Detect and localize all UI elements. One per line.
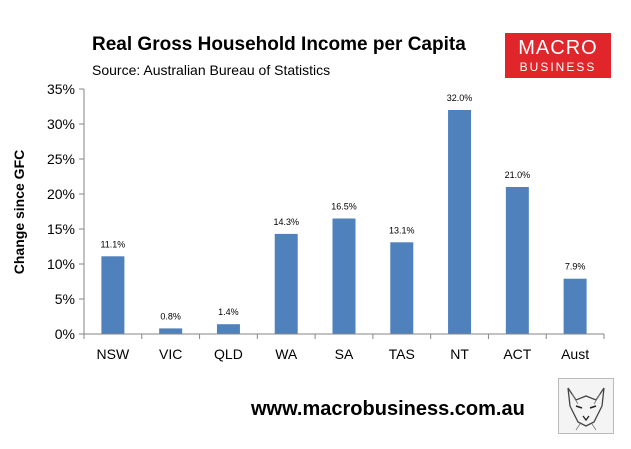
bar-sa (332, 218, 356, 334)
x-category-label: NT (450, 346, 469, 362)
y-tick-label: 0% (55, 326, 75, 342)
bar-act (505, 187, 529, 334)
y-axis-label: Change since GFC (11, 150, 27, 274)
data-label: 13.1% (389, 225, 415, 235)
data-label: 0.8% (160, 311, 181, 321)
website-url: www.macrobusiness.com.au (251, 398, 525, 420)
bar-tas (390, 242, 414, 334)
y-tick-label: 5% (55, 291, 75, 307)
y-tick-label: 30% (47, 116, 75, 132)
x-category-label: ACT (503, 346, 531, 362)
x-category-label: VIC (159, 346, 182, 362)
y-tick-label: 15% (47, 221, 75, 237)
y-axis: 0% 5% 10% 15% 20% 25% 30% 35% (47, 81, 85, 342)
bars: 11.1% 0.8% 1.4% 14.3% 16.5% 13.1% 32.0% 21.0% 7.… (100, 93, 587, 334)
bar-chart: 0% 5% 10% 15% 20% 25% 30% 35% 11.1% 0.8% 1.4% 14.3… (11, 81, 605, 362)
x-category-label: TAS (389, 346, 415, 362)
bar-nsw (101, 256, 125, 334)
logo-line-1: MACRO (518, 37, 598, 59)
bar-qld (216, 324, 240, 334)
x-category-label: QLD (214, 346, 243, 362)
logo-line-2: BUSINESS (519, 60, 597, 74)
data-label: 11.1% (100, 239, 125, 249)
bar-wa (274, 233, 298, 334)
chart-title: Real Gross Household Income per Capita (92, 34, 466, 55)
data-label: 7.9% (565, 262, 586, 272)
x-category-label: NSW (97, 346, 130, 362)
y-tick-label: 20% (47, 186, 75, 202)
data-label: 21.0% (505, 170, 531, 180)
y-tick-label: 10% (47, 256, 75, 272)
wolf-sketch-icon (558, 378, 614, 434)
y-tick-label: 25% (47, 151, 75, 167)
data-label: 1.4% (218, 307, 239, 317)
chart-source: Source: Australian Bureau of Statistics (92, 62, 331, 78)
data-label: 32.0% (447, 93, 473, 103)
bar-nt (448, 110, 472, 334)
macrobusiness-logo: MACRO BUSINESS (505, 33, 611, 78)
x-category-label: Aust (561, 346, 589, 362)
bar-aust (563, 278, 587, 334)
y-tick-label: 35% (47, 81, 75, 97)
bar-vic (159, 328, 183, 334)
data-label: 14.3% (273, 217, 299, 227)
data-label: 16.5% (331, 202, 357, 212)
x-category-label: SA (335, 346, 354, 362)
x-category-label: WA (275, 346, 298, 362)
x-axis: NSW VIC QLD WA SA TAS NT ACT Aust (83, 333, 605, 362)
